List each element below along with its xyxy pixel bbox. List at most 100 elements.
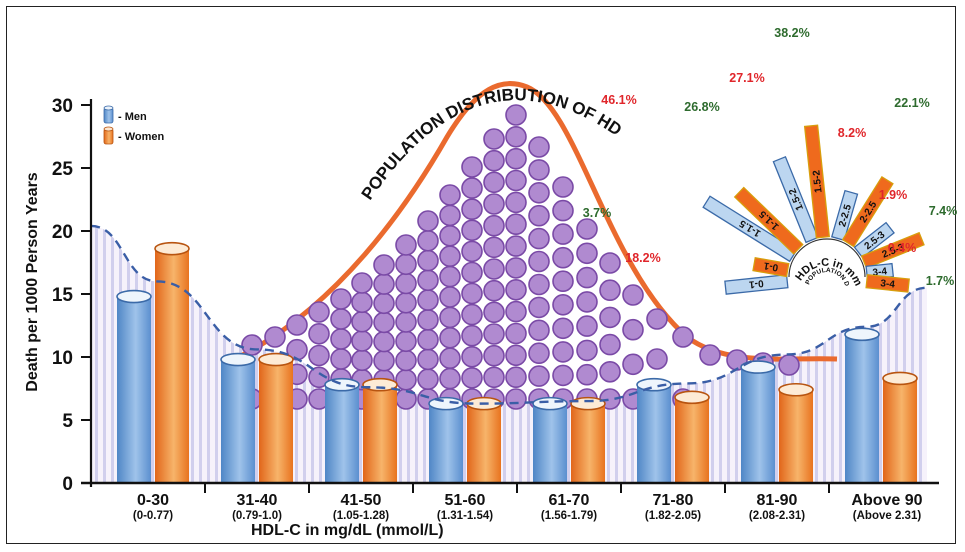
population-dot (505, 191, 527, 214)
inset-ray-women: 1.5-2 (803, 124, 830, 239)
population-dot (373, 254, 395, 276)
bar-men (117, 296, 151, 483)
bar-men-cap (844, 327, 880, 342)
inset-men-pct: 18.2% (625, 251, 660, 265)
legend: - Men - Women (103, 105, 165, 145)
inset-ray-women-label: 0-1 (763, 259, 780, 272)
inset-ray-men-bar (830, 189, 859, 242)
inset-ray-men-bar (702, 195, 798, 263)
population-dot (395, 349, 417, 372)
bar-men (637, 384, 671, 483)
bar-women-cap (570, 396, 606, 411)
population-dot (622, 284, 644, 306)
bar-men (429, 403, 463, 483)
population-dot (505, 278, 527, 301)
inset-women-pct: 38.2% (774, 26, 809, 40)
y-ticks: 0 5 10 15 20 25 30 (52, 96, 91, 495)
y-tick-label: 20 (52, 222, 73, 243)
population-dot (439, 326, 461, 349)
x-category-label: 41-50 (341, 492, 382, 509)
population-dot (330, 308, 352, 330)
population-dot (599, 252, 621, 274)
population-dot (505, 344, 527, 367)
x-subcategory-label: (2.08-2.31) (749, 510, 805, 522)
population-dot (778, 354, 800, 376)
population-dot (417, 309, 439, 331)
inset-ray-women: 0-1 (752, 256, 790, 278)
x-category-labels: 0-30(0-0.77) 31-40(0.79-1.0) 41-50(1.05-1.… (133, 483, 923, 522)
population-dot (395, 311, 417, 333)
population-dot (483, 323, 505, 345)
x-category-label: 31-40 (237, 492, 278, 509)
legend-men-label: - Men (118, 111, 147, 123)
population-dot (461, 367, 483, 389)
population-dot (351, 330, 373, 352)
y-tick-label: 15 (52, 285, 74, 306)
population-dot (373, 330, 395, 353)
bar-women-cap (154, 241, 190, 256)
population-dot (528, 296, 550, 319)
population-dot (505, 257, 527, 279)
population-dot (439, 286, 461, 308)
y-tick-label: 25 (52, 159, 74, 180)
population-dot (483, 344, 505, 367)
population-dot (395, 291, 417, 314)
population-dot (417, 269, 439, 292)
population-dot (330, 348, 352, 370)
bar-women-cap (882, 371, 918, 386)
chart-frame: POPULATION DISTRIBUTION OF HDL-C 0510152… (6, 6, 957, 544)
population-dot (264, 326, 286, 348)
legend-swatch-women-top (103, 126, 114, 132)
population-dot (505, 322, 527, 345)
x-subcategory-label: (0.79-1.0) (232, 510, 282, 522)
population-dot (439, 225, 461, 247)
population-dot (330, 328, 352, 350)
population-dot (646, 308, 668, 330)
population-dot (417, 230, 439, 252)
inset-men-pct: 27.1% (729, 71, 764, 85)
bar-men-cap (532, 396, 568, 411)
bar-women (779, 389, 813, 483)
population-dot (461, 219, 483, 242)
population-dot (528, 204, 550, 227)
population-dot (552, 199, 574, 222)
population-dot (461, 282, 483, 305)
inset-ray-men-bar (724, 274, 789, 295)
population-dot (528, 136, 550, 158)
population-dot (505, 388, 527, 410)
bar-women (363, 384, 397, 483)
population-dot (699, 344, 721, 366)
population-dot (528, 250, 550, 273)
population-dot (599, 279, 621, 302)
population-dot (528, 365, 550, 387)
population-dot (439, 265, 461, 288)
inset-ray-women-bar (865, 274, 910, 293)
population-dot (483, 214, 505, 237)
population-dot (483, 171, 505, 194)
population-dot (395, 368, 417, 391)
population-dot (552, 246, 574, 269)
population-dot (528, 227, 550, 250)
population-dot (241, 334, 263, 356)
inset-ray-men-label: 0-1 (748, 277, 764, 289)
population-dot (461, 177, 483, 199)
population-dot (528, 182, 550, 204)
population-dot (395, 272, 417, 295)
bar-men (845, 334, 879, 483)
u-shaped-risk-area (91, 225, 927, 483)
population-dot (599, 306, 621, 329)
x-category-label: 51-60 (445, 492, 486, 509)
population-dot (483, 193, 505, 215)
population-dot (286, 314, 308, 336)
inset-ray-men: 1.5-2 (772, 155, 819, 244)
population-dot (461, 345, 483, 368)
population-dot (439, 347, 461, 370)
legend-swatch-men-top (103, 105, 114, 111)
population-dot (576, 242, 598, 265)
population-dot (483, 258, 505, 280)
x-subcategory-label: (1.82-2.05) (645, 510, 701, 522)
population-dot (528, 273, 550, 296)
bar-women (467, 403, 501, 483)
population-dot (461, 156, 483, 178)
population-dot (417, 348, 439, 371)
